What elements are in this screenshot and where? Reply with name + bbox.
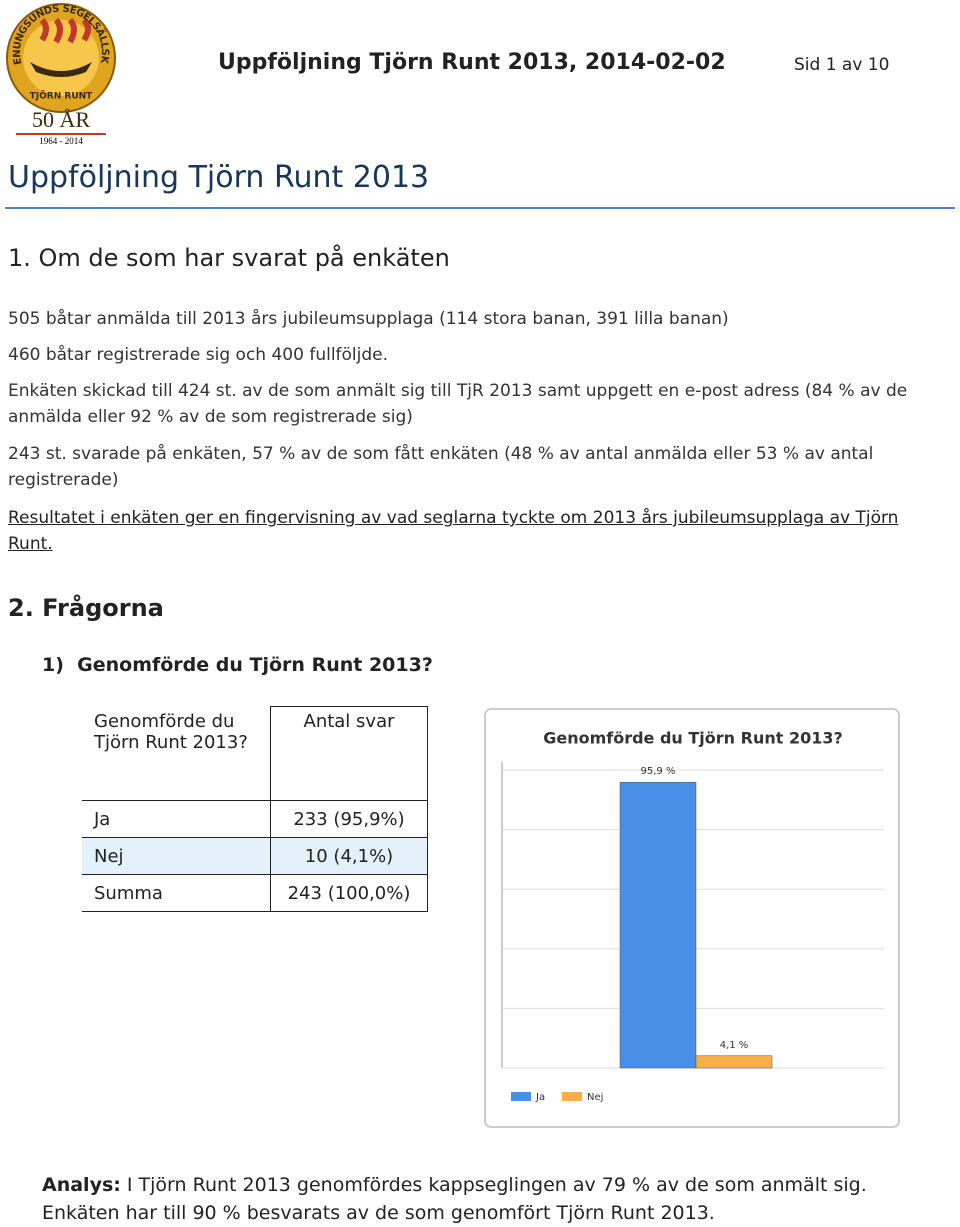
table-header: Antal svar xyxy=(270,706,428,801)
note: Resultatet i enkäten ger en fingervisnin… xyxy=(8,508,899,554)
chart-title: Genomförde du Tjörn Runt 2013? xyxy=(543,729,843,748)
table-cell: Nej xyxy=(82,837,271,875)
logo-anniversary: 50 ÅR xyxy=(32,107,90,132)
data-label: 95,9 % xyxy=(641,766,676,777)
bar xyxy=(695,1055,773,1069)
question: 1) Genomförde du Tjörn Runt 2013? xyxy=(42,654,433,676)
analysis: Analys: I Tjörn Runt 2013 genomfördes ka… xyxy=(42,1171,932,1227)
table-cell: Ja xyxy=(82,800,271,838)
table-cell: 243 (100,0%) xyxy=(270,874,428,912)
page-number: Sid 1 av 10 xyxy=(794,55,890,75)
section-heading: 1. Om de som har svarat på enkäten xyxy=(8,244,450,272)
logo-years: 1964 - 2014 xyxy=(39,136,83,146)
section-heading: 2. Frågorna xyxy=(8,594,164,622)
paragraph: 243 st. svarade på enkäten, 57 % av de s… xyxy=(8,444,874,490)
table-header: Genomförde du Tjörn Runt 2013? xyxy=(82,706,271,801)
analysis-text: I Tjörn Runt 2013 genomfördes kappseglin… xyxy=(42,1174,867,1224)
legend-swatch xyxy=(562,1092,582,1101)
paragraph: Enkäten skickad till 424 st. av de som a… xyxy=(8,381,908,427)
chart: Genomförde du Tjörn Runt 2013? 95,9 % Ja 4… xyxy=(484,708,900,1128)
table-cell: 10 (4,1%) xyxy=(270,837,428,875)
legend-label: Nej xyxy=(587,1092,603,1103)
legend-swatch xyxy=(511,1092,531,1101)
logo-banner: TJÖRN RUNT xyxy=(30,91,94,102)
doc-title: Uppföljning Tjörn Runt 2013 xyxy=(8,160,430,195)
analysis-label: Analys: xyxy=(42,1174,121,1196)
legend-label: Ja xyxy=(535,1092,545,1103)
paragraph: 460 båtar registrerade sig och 400 fullf… xyxy=(8,345,389,365)
title-rule xyxy=(5,207,955,209)
bar xyxy=(619,781,697,1069)
header-title: Uppföljning Tjörn Runt 2013, 2014-02-02 xyxy=(218,50,726,75)
table-cell: 233 (95,9%) xyxy=(270,800,428,838)
data-label: 4,1 % xyxy=(720,1040,749,1051)
table-cell: Summa xyxy=(82,874,271,912)
logo: STENUNGSUNDS SEGELSÄLLSKAP TJÖRN RUNT 50… xyxy=(0,0,116,146)
answer-table: Genomförde du Tjörn Runt 2013? Antal svar… xyxy=(82,706,428,912)
paragraph: 505 båtar anmälda till 2013 års jubileum… xyxy=(8,309,729,329)
